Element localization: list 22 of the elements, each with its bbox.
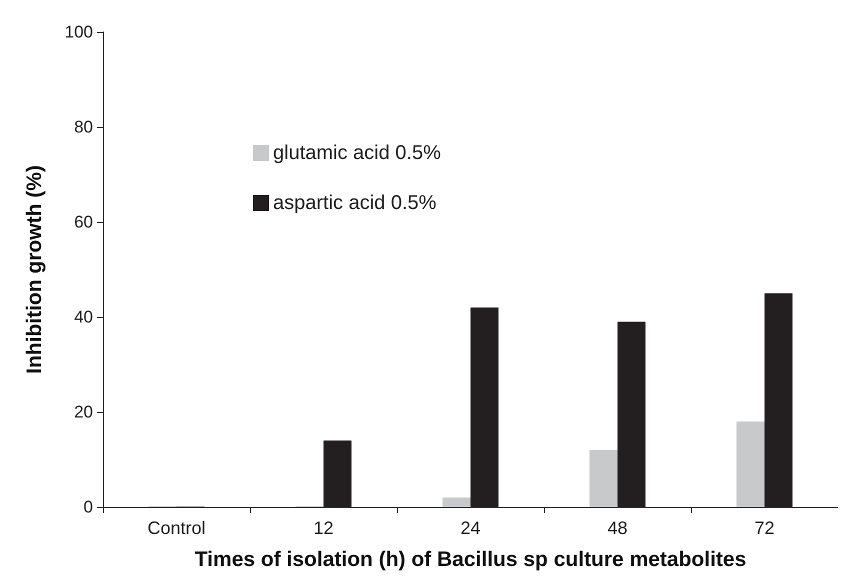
legend-label: glutamic acid 0.5% — [273, 142, 442, 164]
bar — [618, 322, 646, 507]
x-tick-label: 24 — [460, 518, 481, 538]
bar — [590, 450, 618, 507]
x-tick-label: 48 — [607, 518, 628, 538]
y-tick-label: 40 — [74, 308, 93, 326]
y-tick-label: 0 — [84, 498, 93, 516]
y-tick-label: 20 — [74, 402, 93, 422]
x-tick-label: 72 — [754, 518, 775, 538]
y-tick-label: 100 — [64, 22, 93, 42]
bar — [470, 308, 498, 507]
bar — [442, 498, 470, 507]
y-tick-label: 60 — [74, 212, 93, 232]
x-axis-title: Times of isolation (h) of Bacillus sp culture metabolites — [194, 548, 746, 571]
x-tick-label: 12 — [313, 518, 334, 538]
y-tick-label: 80 — [74, 118, 93, 136]
bar — [736, 422, 764, 507]
y-axis-title: Inhibition growth (%) — [23, 165, 46, 374]
x-tick-label: Control — [147, 518, 206, 538]
bar — [764, 293, 792, 507]
bar — [324, 440, 352, 507]
legend-label: aspartic acid 0.5% — [273, 192, 437, 214]
